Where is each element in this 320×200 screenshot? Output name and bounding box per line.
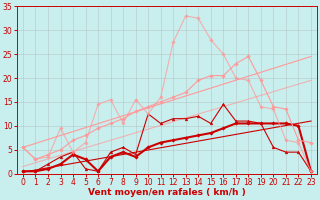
X-axis label: Vent moyen/en rafales ( km/h ): Vent moyen/en rafales ( km/h ) <box>88 188 246 197</box>
